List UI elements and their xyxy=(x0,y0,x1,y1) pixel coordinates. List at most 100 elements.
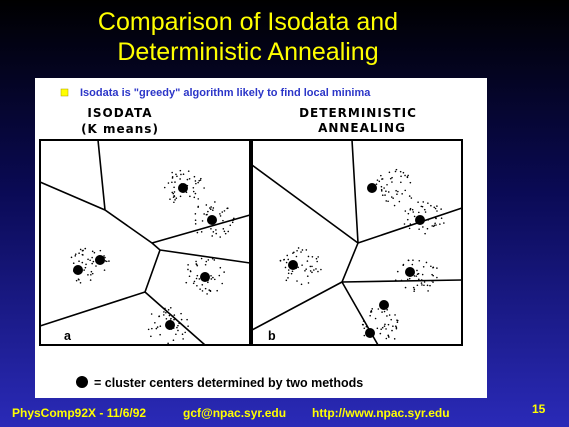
sample-point xyxy=(394,314,396,316)
sample-point xyxy=(383,325,386,327)
sample-point xyxy=(296,280,298,282)
sample-point xyxy=(383,187,385,189)
sample-point xyxy=(440,208,442,210)
sample-point xyxy=(363,327,366,330)
sample-point xyxy=(182,173,185,176)
sample-point xyxy=(187,170,190,172)
sample-point xyxy=(395,327,398,330)
sample-point xyxy=(404,210,407,212)
sample-point xyxy=(417,272,420,275)
sample-point xyxy=(78,260,80,263)
sample-point xyxy=(300,251,302,253)
sample-point xyxy=(285,279,288,282)
cluster-center xyxy=(165,320,175,330)
sample-point xyxy=(173,314,176,316)
sample-point xyxy=(177,329,179,332)
sample-point xyxy=(409,181,412,184)
sample-point xyxy=(218,274,221,277)
sample-point xyxy=(186,318,188,321)
sample-point xyxy=(381,194,384,197)
sample-point xyxy=(208,289,211,291)
sample-point xyxy=(196,264,199,267)
sample-point xyxy=(436,276,438,279)
sample-point xyxy=(427,219,430,221)
sample-point xyxy=(429,284,431,287)
sample-point xyxy=(391,329,393,332)
sample-point xyxy=(381,311,383,313)
sample-point xyxy=(307,255,310,258)
sample-point xyxy=(384,194,386,196)
sample-point xyxy=(189,270,192,273)
sample-point xyxy=(413,290,415,292)
sample-point xyxy=(402,171,405,174)
sample-point xyxy=(70,256,73,259)
sample-point xyxy=(387,336,390,338)
sample-point xyxy=(173,201,175,204)
sample-point xyxy=(317,256,319,258)
sample-point xyxy=(173,318,175,321)
sample-point xyxy=(424,232,426,235)
sample-point xyxy=(393,338,396,340)
sample-point xyxy=(311,265,313,268)
sample-point xyxy=(210,278,213,280)
sample-point xyxy=(84,266,87,269)
sample-point xyxy=(95,265,97,267)
sample-point xyxy=(171,181,173,184)
sample-point xyxy=(165,311,167,314)
sample-point xyxy=(430,265,432,268)
sample-point xyxy=(195,277,198,280)
sample-point xyxy=(398,200,401,203)
sample-point xyxy=(403,223,406,225)
sample-point xyxy=(436,267,438,269)
sample-point xyxy=(386,183,388,186)
legend-text: = cluster centers determined by two meth… xyxy=(94,376,363,390)
sample-point xyxy=(435,217,437,220)
sample-point xyxy=(424,211,427,213)
sample-point xyxy=(212,276,214,279)
sample-point xyxy=(91,262,93,265)
page-number: 15 xyxy=(532,402,546,416)
panel-label: a xyxy=(64,329,72,343)
sample-point xyxy=(163,186,166,189)
sample-point xyxy=(81,261,84,264)
sample-point xyxy=(103,269,106,271)
panel-frame xyxy=(39,139,251,346)
sample-point xyxy=(181,333,184,336)
sample-point xyxy=(379,332,382,335)
sample-point xyxy=(291,270,294,273)
sample-point xyxy=(93,251,96,254)
sample-point xyxy=(189,195,191,198)
sample-point xyxy=(301,264,303,266)
sample-point xyxy=(279,260,282,262)
sample-point xyxy=(151,327,153,330)
sample-point xyxy=(172,315,174,318)
sample-point xyxy=(188,275,191,278)
sample-point xyxy=(192,186,195,189)
sample-point xyxy=(386,315,388,317)
sample-point xyxy=(91,250,94,253)
sample-point xyxy=(378,180,381,183)
sample-point xyxy=(418,259,421,262)
sample-point xyxy=(159,333,161,336)
sample-point xyxy=(226,207,228,210)
sample-point xyxy=(387,323,390,326)
sample-point xyxy=(219,266,222,269)
sample-point xyxy=(173,186,175,189)
sample-point xyxy=(436,210,438,212)
sample-point xyxy=(418,228,420,230)
sample-point xyxy=(412,211,415,213)
sample-point xyxy=(433,206,436,209)
sample-point xyxy=(420,279,423,281)
heading: (K means) xyxy=(81,122,159,136)
sample-point xyxy=(409,223,412,225)
sample-point xyxy=(311,271,313,274)
sample-point xyxy=(192,282,195,285)
sample-point xyxy=(422,226,424,228)
sample-point xyxy=(320,268,322,271)
boundary xyxy=(39,139,251,346)
sample-point xyxy=(196,284,198,287)
sample-point xyxy=(175,333,177,336)
sample-point xyxy=(199,179,202,181)
sample-point xyxy=(208,207,211,209)
